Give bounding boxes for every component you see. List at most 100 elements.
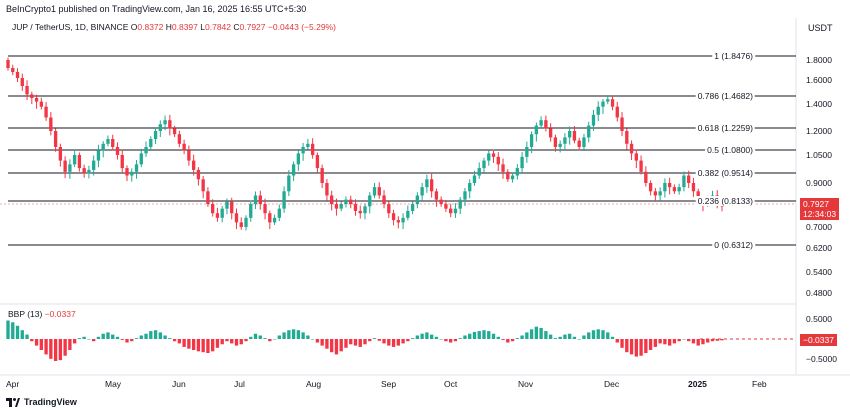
bbp-bar — [458, 338, 462, 339]
candle-body — [310, 143, 315, 155]
candle-body — [77, 155, 82, 169]
bbp-bar — [158, 332, 162, 339]
bbp-bar — [87, 339, 91, 340]
bbp-bar — [544, 331, 548, 339]
bbp-bar — [420, 333, 424, 339]
bbp-bar — [377, 339, 381, 341]
currency-label: USDT — [808, 23, 833, 33]
time-axis-tick: Feb — [752, 379, 767, 389]
candle-body — [387, 204, 391, 214]
tradingview-footer[interactable]: TradingView — [6, 397, 77, 407]
candle-body — [648, 183, 653, 192]
bbp-bar — [363, 339, 367, 345]
candle-body — [68, 164, 72, 172]
candle-body — [582, 137, 586, 147]
bbp-bar — [282, 332, 286, 339]
candle-body — [620, 117, 624, 131]
candle-body — [606, 99, 610, 102]
bbp-bar — [215, 339, 220, 348]
candle-body — [391, 213, 396, 221]
candle-body — [363, 206, 367, 214]
candle-body — [491, 153, 496, 157]
bbp-bar — [429, 334, 434, 339]
candle-body — [115, 147, 120, 155]
bbp-bar — [463, 335, 467, 339]
candle-body — [696, 191, 700, 200]
bbp-bar — [601, 330, 605, 339]
bbp-bar — [691, 339, 696, 344]
candle-body — [34, 98, 39, 102]
candle-body — [168, 120, 172, 129]
bbp-bar — [629, 339, 634, 355]
bbp-bar — [372, 338, 377, 339]
price-axis-tick: 0.5400 — [806, 267, 832, 277]
fib-label: 0.382 (0.9514) — [695, 168, 755, 178]
candle-body — [534, 125, 539, 135]
indicator-legend: BBP (13) −0.0337 — [8, 309, 76, 319]
bbp-bar — [615, 339, 619, 343]
price-axis-tick: 1.2000 — [806, 126, 832, 136]
candle-body — [449, 208, 453, 214]
bbp-bar — [115, 336, 120, 339]
bbp-bar — [625, 339, 629, 353]
bbp-axis-tick: −0.5000 — [806, 354, 837, 364]
candle-body — [568, 131, 572, 138]
bbp-bar — [577, 339, 581, 340]
price-axis-tick: 0.4800 — [806, 288, 832, 298]
bbp-bar — [68, 339, 72, 350]
bbp-bar — [682, 339, 686, 340]
bbp-bar — [296, 330, 301, 339]
candle-body — [406, 210, 410, 218]
candle-body — [25, 86, 29, 95]
candle-body — [101, 143, 105, 151]
candle-body — [106, 139, 110, 144]
indicator-name: BBP (13) — [8, 309, 43, 319]
bbp-bar — [153, 330, 158, 339]
bbp-bar — [306, 335, 310, 339]
time-axis-tick: Jun — [172, 379, 186, 389]
price-axis-tick: 0.6200 — [806, 243, 832, 253]
candle-body — [358, 210, 362, 214]
candle-body — [149, 139, 153, 147]
fib-label: 0.5 (1.0800) — [705, 145, 755, 155]
candle-body — [634, 153, 638, 161]
candle-body — [111, 139, 115, 147]
candle-body — [496, 156, 500, 165]
candle-body — [268, 213, 272, 223]
bbp-bar — [163, 335, 167, 339]
bbp-bar — [491, 333, 496, 339]
bbp-bar — [634, 339, 638, 357]
bbp-bar — [20, 330, 24, 339]
candle-body — [139, 153, 143, 165]
candle-body — [410, 204, 415, 211]
candle-body — [296, 153, 301, 165]
bbp-bar — [277, 335, 281, 339]
candle-body — [334, 204, 339, 209]
candle-body — [211, 204, 215, 214]
bbp-bar — [125, 339, 129, 343]
bbp-bar — [529, 329, 534, 339]
candle-body — [15, 72, 20, 78]
candle-body — [253, 195, 258, 205]
candle-body — [201, 179, 205, 192]
bbp-bar — [58, 339, 63, 361]
open-value: 0.8372 — [137, 22, 164, 32]
bbp-bar — [53, 339, 58, 361]
bbp-bar — [182, 339, 186, 347]
candle-body — [277, 208, 281, 218]
tradingview-logo-icon — [6, 397, 20, 407]
bbp-bar — [610, 336, 615, 339]
low-value: 0.7842 — [205, 22, 231, 32]
current-price-tag: 0.7927 12:34:03 — [800, 198, 840, 220]
candle-body — [20, 78, 24, 86]
fib-label: 0.786 (1.4682) — [695, 91, 755, 101]
bbp-bar — [415, 335, 420, 339]
candle-body — [353, 204, 358, 211]
bbp-bar — [34, 339, 39, 346]
candle-body — [548, 128, 553, 138]
bbp-bar — [644, 339, 648, 354]
candle-body — [415, 195, 420, 205]
bbp-bar — [539, 328, 543, 339]
candle-body — [6, 60, 10, 68]
